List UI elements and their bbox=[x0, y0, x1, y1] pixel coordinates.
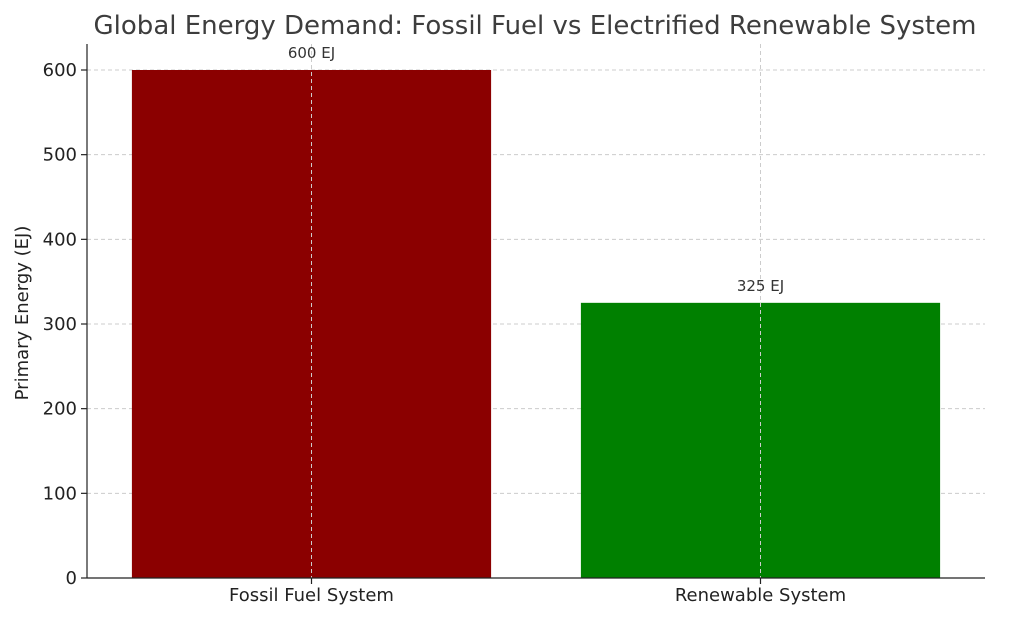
axes bbox=[81, 44, 985, 584]
x-tick-label: Fossil Fuel System bbox=[229, 585, 394, 606]
x-tick-label: Renewable System bbox=[675, 585, 846, 606]
chart-title: Global Energy Demand: Fossil Fuel vs Ele… bbox=[94, 11, 977, 41]
y-tick-label: 400 bbox=[43, 229, 77, 250]
y-tick-label: 600 bbox=[43, 60, 77, 81]
bar-value-label: 325 EJ bbox=[737, 277, 784, 295]
y-axis-label: Primary Energy (EJ) bbox=[12, 226, 33, 401]
labels: 0 100 200 300 400 500 600 Fossil Fuel System 600… bbox=[43, 44, 847, 606]
y-tick-label: 200 bbox=[43, 399, 77, 420]
y-tick-label: 300 bbox=[43, 314, 77, 335]
y-tick-label: 0 bbox=[66, 568, 77, 589]
y-tick-label: 100 bbox=[43, 483, 77, 504]
y-tick-label: 500 bbox=[43, 145, 77, 166]
bar-value-label: 600 EJ bbox=[288, 44, 335, 62]
vertical-grid bbox=[311, 44, 761, 578]
